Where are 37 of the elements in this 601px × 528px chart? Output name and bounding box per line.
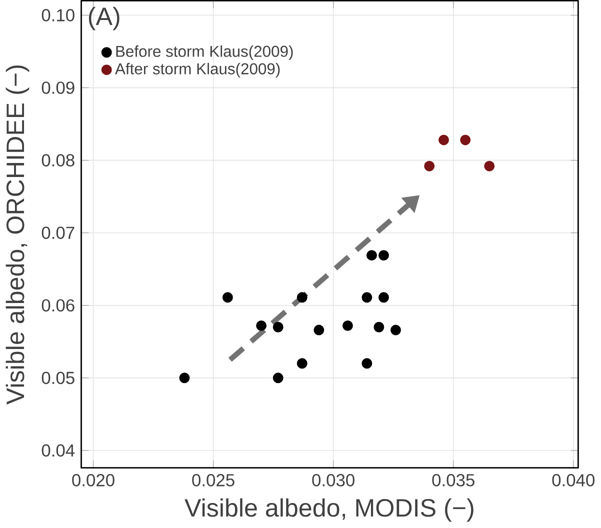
point: [378, 292, 389, 303]
point: [272, 372, 284, 384]
y-tick-label: 0.10: [42, 9, 74, 22]
y-tick-label: 0.09: [42, 82, 74, 94]
x-tick-label: 0.025: [192, 474, 234, 487]
y-tick-label: 0.06: [42, 299, 74, 312]
annotation: (A): [88, 7, 120, 30]
x-tick-label: 0.020: [72, 474, 114, 487]
point: [256, 320, 267, 332]
point: [179, 372, 190, 384]
point: [362, 292, 372, 303]
legend-label: After storm Klaus(2009): [115, 63, 280, 78]
x-tick-label: 0.030: [312, 474, 354, 487]
point: [296, 292, 308, 303]
y-tick-label: 0.05: [42, 372, 74, 384]
point: [314, 325, 324, 336]
point: [366, 250, 377, 261]
point: [342, 320, 353, 332]
point: [222, 292, 233, 303]
point: [362, 358, 372, 369]
point: [296, 358, 308, 369]
y-tick-label: 0.07: [42, 226, 74, 240]
x-axis-title: Visible albedo, MODIS (−): [184, 498, 474, 522]
point: [390, 325, 401, 336]
point: [484, 161, 495, 172]
point: [374, 322, 384, 333]
point: [424, 161, 435, 172]
point: [460, 134, 471, 146]
point: [378, 250, 389, 261]
x-tick-label: 0.040: [552, 474, 595, 487]
point: [272, 322, 284, 333]
legend-label: Before storm Klaus(2009): [116, 46, 293, 60]
y-tick-label: 0.08: [42, 154, 74, 167]
y-axis-title: Visible albedo, ORCHIDEE (−): [6, 66, 30, 405]
y-tick-label: 0.04: [42, 444, 75, 457]
point: [438, 134, 449, 146]
x-tick-label: 0.035: [432, 474, 474, 487]
